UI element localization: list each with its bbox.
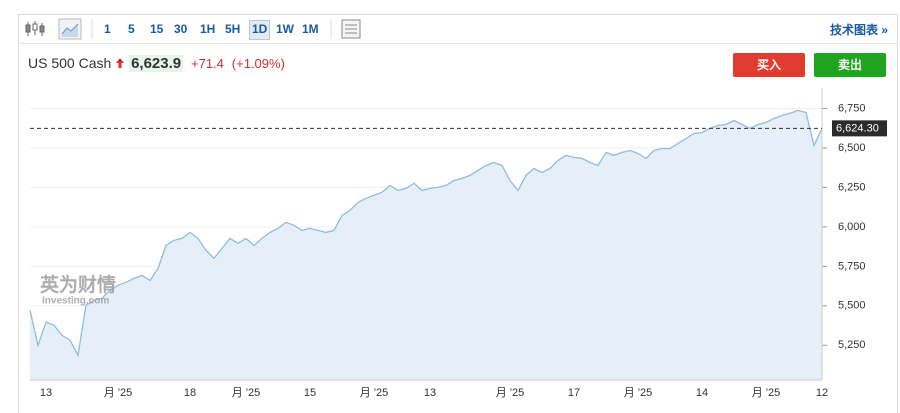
interval-button[interactable]: 30 [174,22,188,36]
interval-button[interactable]: 15 [150,22,164,36]
table-icon[interactable] [341,19,361,39]
interval-button[interactable]: 5 [128,22,135,36]
price: 6,623.9 [129,55,184,72]
change: +71.4 [191,56,224,71]
up-arrow [116,58,125,68]
area-icon[interactable] [58,18,82,40]
sell-button[interactable]: 卖出 [814,53,886,77]
interval-button[interactable]: 1D [249,20,271,40]
interval-button[interactable]: 1W [276,22,294,36]
tech-chart-link[interactable]: 技术图表 » [829,23,888,37]
widget-frame [18,14,898,413]
interval-button[interactable]: 1H [200,22,216,36]
buy-button[interactable]: 买入 [733,53,805,77]
candle-icon[interactable] [25,21,45,36]
interval-button[interactable]: 1M [302,22,319,36]
change-percent: (+1.09%) [231,56,285,71]
instrument-header: US 500 Cash 6,623.9 +71.4 (+1.09%) [28,55,285,72]
interval-button[interactable]: 1 [104,22,111,36]
toolbar: 技术图表 » 1 5 15 30 1H 5H 1D 1W 1M [18,14,898,44]
instrument-name: US 500 Cash [28,55,112,71]
interval-button[interactable]: 5H [225,22,241,36]
toolbar-icons [25,18,361,40]
